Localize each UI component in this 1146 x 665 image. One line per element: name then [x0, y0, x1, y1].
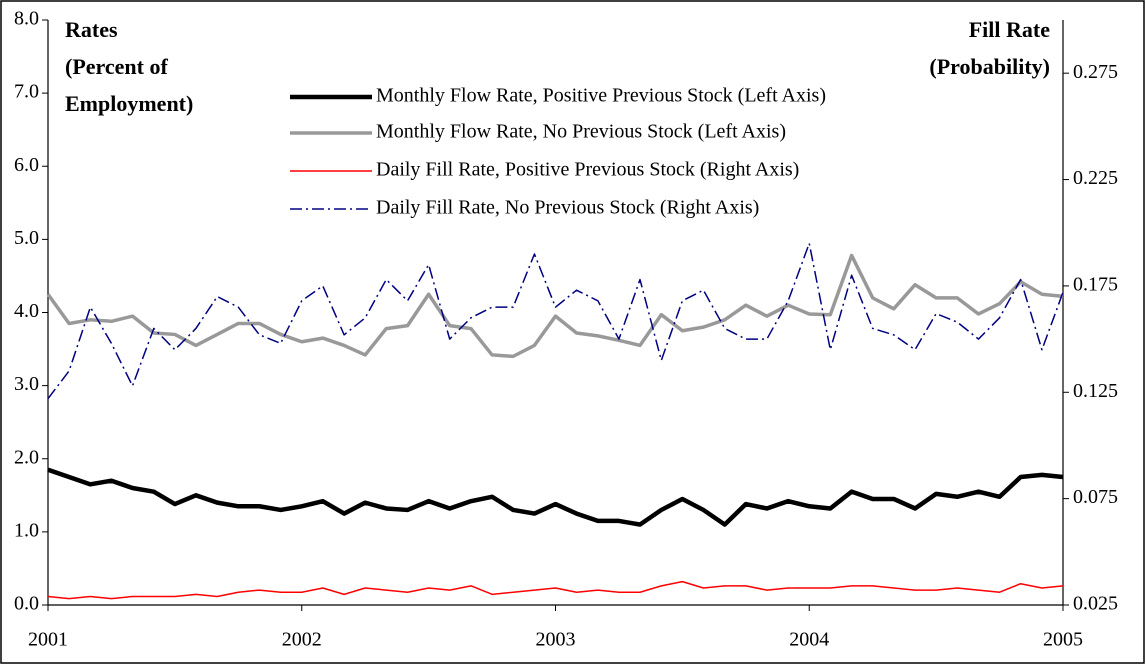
legend-label: Monthly Flow Rate, No Previous Stock (Le… [376, 121, 786, 143]
left-axis-title: Rates [65, 17, 118, 42]
y2-tick-label: 0.025 [1073, 593, 1118, 615]
series-line [47, 580, 1064, 600]
x-tick-label: 2001 [28, 629, 68, 651]
y-tick-label: 6.0 [14, 154, 39, 176]
legend-label: Daily Fill Rate, No Previous Stock (Righ… [376, 197, 759, 219]
y2-tick-label: 0.275 [1073, 61, 1118, 83]
left-axis-title: Employment) [65, 91, 193, 116]
y-tick-label: 4.0 [14, 300, 39, 322]
y2-tick-label: 0.075 [1073, 486, 1118, 508]
y-tick-label: 0.0 [14, 593, 39, 615]
series-line [46, 253, 1064, 359]
series-line [47, 467, 1064, 527]
y2-tick-label: 0.125 [1073, 380, 1118, 402]
x-tick-label: 2004 [789, 629, 829, 651]
y-tick-label: 2.0 [14, 446, 39, 468]
right-axis-title: Fill Rate [969, 17, 1050, 42]
legend-label: Monthly Flow Rate, Positive Previous Sto… [376, 85, 826, 107]
x-tick-label: 2002 [282, 629, 322, 651]
y2-tick-label: 0.225 [1073, 167, 1118, 189]
x-tick-label: 2003 [536, 629, 576, 651]
y-tick-label: 7.0 [14, 81, 39, 103]
y-tick-label: 1.0 [14, 519, 39, 541]
legend-label: Daily Fill Rate, Positive Previous Stock… [376, 159, 799, 181]
left-axis-title: (Percent of [65, 54, 168, 79]
y2-tick-label: 0.175 [1073, 274, 1118, 296]
y-tick-label: 8.0 [14, 8, 39, 30]
y-tick-label: 3.0 [14, 373, 39, 395]
y-tick-label: 5.0 [14, 227, 39, 249]
series-line [47, 242, 1064, 400]
x-tick-label: 2005 [1043, 629, 1083, 651]
right-axis-title: (Probability) [929, 54, 1050, 79]
